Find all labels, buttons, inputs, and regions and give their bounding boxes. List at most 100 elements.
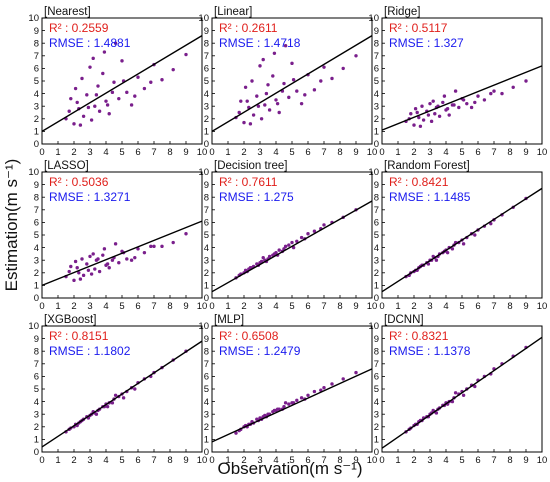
y-tick-label: 7 [34, 359, 39, 370]
x-tick-label: 9 [353, 301, 358, 312]
rmse-value: RMSE : 1.3271 [49, 190, 131, 204]
scatter-point [91, 56, 95, 61]
regression-line [211, 200, 373, 293]
y-tick-label: 7 [34, 51, 39, 62]
scatter-point [282, 81, 286, 86]
scatter-point [248, 122, 253, 126]
y-tick-label: 3 [374, 101, 379, 112]
rmse-value: RMSE : 1.275 [219, 190, 294, 204]
scatter-point [243, 85, 248, 90]
scatter-point [511, 85, 515, 90]
regression-line [381, 187, 543, 293]
scatter-point [160, 78, 164, 82]
scatter-point [80, 257, 84, 261]
y-tick-label: 1 [374, 435, 379, 446]
x-tick-label: 1 [225, 301, 230, 312]
scatter-point [441, 100, 445, 105]
scatter-point [426, 113, 431, 117]
scatter-point [171, 240, 175, 245]
scatter-point [94, 93, 99, 97]
y-tick-label: 1 [204, 435, 209, 446]
scatter-point [255, 94, 259, 98]
y-tick-label: 4 [34, 397, 39, 408]
scatter-point [125, 90, 129, 95]
x-tick-label: 5 [119, 147, 124, 158]
x-tick-label: 9 [523, 301, 528, 312]
scatter-point [121, 396, 126, 400]
scatter-point [107, 266, 111, 270]
y-tick-label: 2 [204, 114, 209, 125]
scatter-point [417, 115, 421, 120]
scatter-point [312, 389, 317, 394]
scatter-point [88, 254, 92, 259]
scatter-point [413, 107, 418, 111]
x-tick-label: 1 [395, 147, 400, 158]
rmse-value: RMSE : 1.1378 [389, 344, 471, 358]
y-tick-label: 1 [374, 127, 379, 138]
x-tick-label: 0 [379, 147, 384, 158]
y-tick-label: 10 [198, 321, 209, 332]
scatter-point [149, 244, 153, 249]
scatter-point [149, 80, 153, 84]
y-tick-label: 5 [204, 384, 209, 395]
y-tick-label: 4 [374, 243, 379, 254]
x-tick-label: 7 [491, 147, 496, 158]
y-tick-label: 5 [204, 230, 209, 241]
y-tick-label: 3 [204, 255, 209, 266]
scatter-point [322, 223, 326, 227]
scatter-point [142, 86, 147, 91]
x-tick-label: 3 [257, 301, 262, 312]
scatter-point [80, 76, 84, 81]
x-tick-label: 5 [459, 301, 464, 312]
scatter-point [473, 233, 477, 237]
scatter-point [267, 254, 272, 259]
y-tick-label: 1 [34, 127, 39, 138]
x-tick-label: 0 [379, 455, 384, 466]
x-tick-label: 0 [39, 147, 44, 158]
scatter-point [277, 110, 281, 115]
x-tick-label: 3 [427, 455, 432, 466]
x-tick-label: 7 [491, 301, 496, 312]
scatter-point [113, 242, 118, 246]
x-tick-label: 2 [411, 301, 416, 312]
scatter-point [312, 88, 317, 92]
x-tick-label: 10 [537, 455, 548, 466]
regression-line [211, 368, 373, 443]
y-tick-label: 0 [374, 139, 379, 150]
scatter-point [421, 118, 426, 122]
y-tick-label: 3 [204, 409, 209, 420]
y-tick-label: 6 [374, 64, 379, 75]
scatter-point [72, 278, 76, 283]
x-tick-label: 9 [523, 455, 528, 466]
x-tick-label: 9 [183, 301, 188, 312]
scatter-point [457, 105, 461, 110]
scatter-point [69, 264, 73, 269]
y-tick-label: 3 [374, 409, 379, 420]
y-tick-label: 9 [204, 334, 209, 345]
scatter-point [469, 105, 474, 110]
plot-frame [381, 17, 543, 145]
x-tick-label: 6 [135, 455, 140, 466]
scatter-point [277, 248, 281, 252]
y-tick-label: 7 [204, 359, 209, 370]
scatter-point [287, 402, 291, 406]
regression-line [41, 35, 203, 133]
scatter-point [239, 99, 243, 103]
scatter-point [93, 104, 97, 108]
scatter-point [136, 247, 140, 251]
scatter-point [264, 91, 269, 96]
x-tick-label: 7 [151, 301, 156, 312]
y-tick-label: 2 [374, 268, 379, 279]
x-tick-label: 4 [103, 455, 108, 466]
scatter-point [283, 44, 288, 48]
y-tick-label: 8 [34, 346, 39, 357]
y-tick-label: 0 [34, 447, 39, 458]
x-tick-label: 1 [55, 147, 60, 158]
y-tick-label: 6 [204, 64, 209, 75]
scatter-point [77, 271, 81, 275]
x-tick-label: 8 [167, 455, 172, 466]
scatter-point [415, 110, 419, 115]
y-tick-label: 5 [34, 76, 39, 87]
x-tick-label: 5 [459, 455, 464, 466]
